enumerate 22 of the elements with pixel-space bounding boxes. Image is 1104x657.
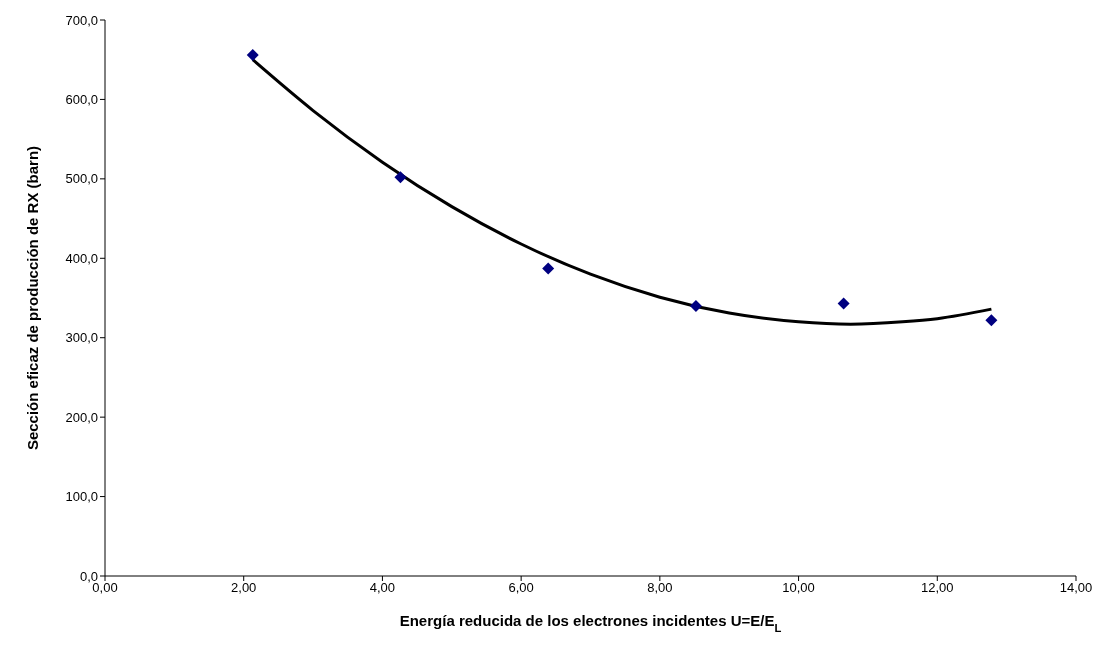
y-tick-label: 600,0 (65, 92, 98, 108)
point (837, 297, 850, 310)
y-tick-label: 500,0 (65, 171, 98, 187)
y-tick-label: 400,0 (65, 250, 98, 266)
point (542, 262, 555, 275)
x-axis-title: Energía reducida de los electrones incidentes U=E/E$_{L}$ (399, 612, 782, 634)
x-tick-label: 14,00 (1059, 580, 1093, 596)
point (985, 314, 998, 327)
y-tick-label: 300,0 (65, 330, 98, 346)
x-tick-label: 2,00 (231, 580, 257, 596)
x-tick-label: 6,00 (508, 580, 534, 596)
x-tick-label: 8,00 (647, 580, 673, 596)
y-tick-label: 100,0 (65, 489, 98, 505)
x-tick-label: 12,00 (921, 580, 954, 596)
x-tick-label: 4,00 (369, 580, 396, 596)
point (689, 299, 702, 312)
y-axis-title: Sección eficaz de producción de RX (barn) (23, 145, 41, 451)
y-tick-label: 200,0 (65, 409, 98, 425)
y-tick-label: 700,0 (65, 12, 98, 28)
x-tick-label: 10,00 (782, 580, 815, 596)
point (246, 48, 259, 61)
point (394, 171, 407, 184)
